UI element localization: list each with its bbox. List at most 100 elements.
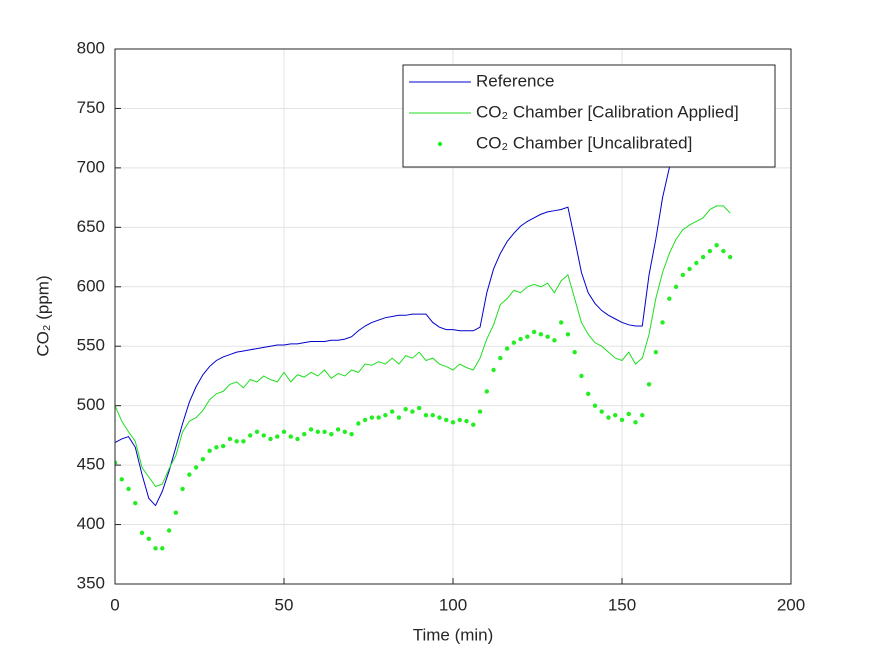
data-point [619,417,625,423]
data-point [315,429,320,435]
data-point [518,336,523,342]
data-point [389,409,395,414]
data-point [430,412,435,418]
y-tick-label: 700 [77,157,105,176]
data-point [464,418,469,424]
data-point [687,266,692,272]
data-point [115,460,118,465]
data-point [207,448,212,454]
y-tick-label: 500 [77,395,105,414]
data-point [160,546,165,551]
data-point [302,432,307,437]
data-point [714,242,719,248]
data-point [579,373,584,379]
data-point [126,486,131,492]
y-tick-label: 650 [77,217,105,236]
y-axis-label: CO₂ (ppm) [33,275,52,356]
data-point [450,420,456,425]
data-point [342,429,348,435]
data-point [471,422,476,427]
data-point [599,409,604,414]
data-point [646,382,652,387]
data-point [362,417,368,423]
data-point [653,349,658,355]
data-point [214,445,219,450]
x-tick-label: 50 [275,595,294,614]
x-tick-label: 150 [608,595,636,614]
data-point [153,546,158,551]
data-point [193,465,199,470]
data-point [227,436,233,442]
y-tick-label: 800 [77,38,105,57]
legend: Reference CO₂ Chamber [Calibration Applie… [402,64,776,168]
data-point [220,443,226,449]
data-point [268,436,273,442]
axes-box [114,48,792,585]
y-tick-label: 400 [77,514,105,533]
data-point [133,500,138,506]
data-point [187,472,192,477]
data-point [694,260,699,266]
data-point [322,429,327,435]
data-point [721,248,726,254]
series-line [115,205,731,488]
data-point [261,433,266,438]
data-point [477,409,483,414]
data-point [417,405,422,411]
data-point [119,477,124,482]
data-point [606,415,611,420]
x-tick-label: 0 [110,595,119,614]
legend-label: CO₂ Chamber [Calibration Applied] [476,102,739,121]
data-point [335,427,341,432]
data-point [410,409,415,414]
data-point [423,412,429,418]
data-point [403,407,408,412]
data-point [146,536,151,542]
data-point [511,340,517,345]
y-tick-label: 450 [77,455,105,474]
data-point [504,346,510,351]
data-point [376,415,381,420]
data-point [680,272,686,278]
x-tick-label: 200 [777,595,805,614]
data-point [660,320,665,325]
data-point [545,334,550,339]
data-point [329,432,334,437]
data-point [308,427,314,432]
x-axis-label: Time (min) [413,625,494,644]
data-point [592,403,598,408]
data-point [437,415,442,420]
x-tick-label: 100 [439,595,467,614]
data-point [295,436,300,442]
data-point [613,412,618,418]
data-point [254,429,260,435]
data-point [484,389,489,394]
y-tick-label: 550 [77,336,105,355]
data-point [707,248,713,254]
data-point [667,296,672,301]
y-tick-label: 750 [77,98,105,117]
data-point [248,433,253,438]
data-point [498,355,503,361]
data-point [673,284,679,289]
data-point [180,486,185,492]
data-point [491,367,496,373]
data-point [531,329,537,335]
data-point [565,332,571,337]
legend-marker [437,141,443,147]
data-point [538,332,544,337]
legend-label: Reference [476,71,554,90]
legend-label: CO₂ Chamber [Uncalibrated] [476,133,692,152]
data-point [173,510,179,515]
data-point [700,254,706,260]
data-point [234,439,239,444]
data-point [349,432,354,437]
data-point [586,391,591,396]
data-point [444,417,449,423]
data-point [288,434,293,439]
data-point [241,439,246,444]
data-point [457,417,462,423]
data-point [166,528,172,533]
